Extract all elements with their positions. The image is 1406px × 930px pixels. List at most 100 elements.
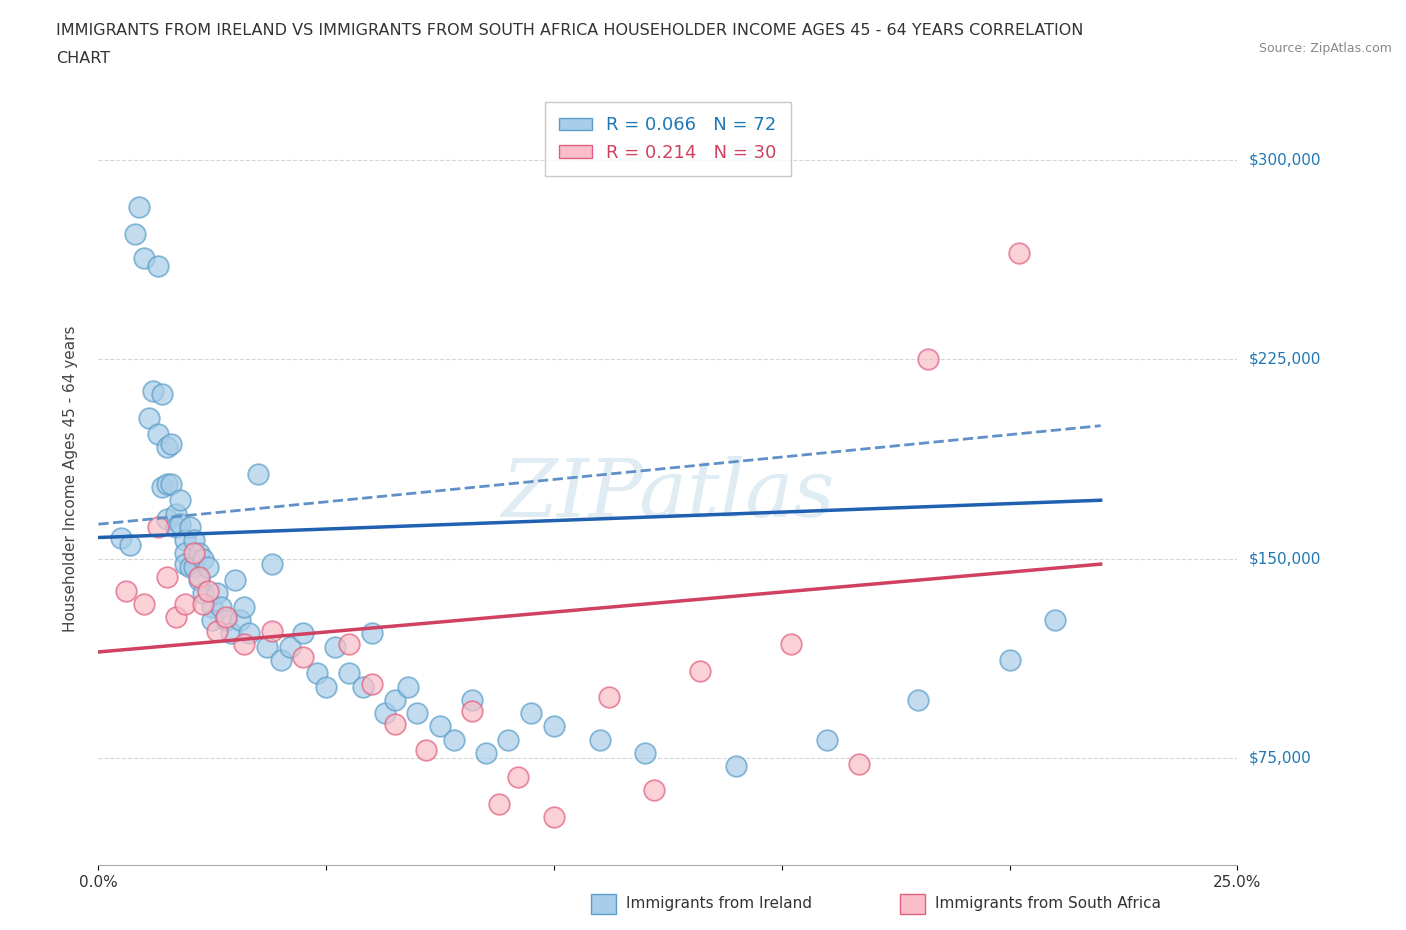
Point [315,679,337,694]
Point [488,796,510,811]
Point [543,719,565,734]
Point [156,477,179,492]
Point [138,410,160,425]
Point [156,570,179,585]
Point [292,650,315,665]
Point [146,426,169,441]
Text: $150,000: $150,000 [1249,551,1320,566]
Point [588,732,610,747]
Point [165,506,187,521]
Text: $300,000: $300,000 [1249,152,1320,167]
Point [128,200,150,215]
Point [165,610,187,625]
Point [352,679,374,694]
Point [193,551,215,566]
Point [520,706,543,721]
Point [429,719,451,734]
Point [193,597,215,612]
Point [120,538,142,553]
Point [193,586,215,601]
Text: ZIPatlas: ZIPatlas [501,456,835,533]
Point [543,809,565,824]
Point [598,690,620,705]
Text: $75,000: $75,000 [1249,751,1312,766]
Point [197,583,219,598]
Point [183,533,205,548]
Point [917,352,939,366]
Point [110,530,132,545]
Point [219,626,242,641]
Text: CHART: CHART [56,51,110,66]
Point [228,613,250,628]
Point [169,493,191,508]
Point [205,586,228,601]
Point [643,783,665,798]
Point [307,666,329,681]
Point [187,546,209,561]
Point [156,512,179,526]
Point [260,623,283,638]
Point [337,666,360,681]
Point [197,559,219,574]
Point [1007,246,1029,260]
Point [156,440,179,455]
Point [124,227,146,242]
Point [384,716,406,731]
Point [238,626,260,641]
Point [815,732,838,747]
Text: Source: ZipAtlas.com: Source: ZipAtlas.com [1258,42,1392,55]
Point [406,706,429,721]
Point [374,706,396,721]
Point [270,653,292,668]
Text: Immigrants from Ireland: Immigrants from Ireland [626,897,811,911]
Point [146,520,169,535]
Point [174,557,197,572]
Point [907,693,929,708]
Point [848,756,870,771]
Point [246,466,269,481]
Point [360,626,382,641]
Point [215,610,238,625]
Point [174,597,197,612]
Point [461,703,484,718]
Point [360,676,382,691]
Point [179,559,201,574]
Text: $225,000: $225,000 [1249,352,1320,366]
Point [461,693,484,708]
Point [174,533,197,548]
Point [1043,613,1066,628]
Point [396,679,419,694]
Point [256,639,278,654]
Point [205,623,228,638]
Point [998,653,1021,668]
Point [233,599,256,614]
Point [506,770,529,785]
Point [725,759,748,774]
Legend: R = 0.066   N = 72, R = 0.214   N = 30: R = 0.066 N = 72, R = 0.214 N = 30 [544,102,792,176]
Point [323,639,346,654]
Point [779,636,801,651]
Point [187,573,209,588]
Point [689,663,711,678]
Point [278,639,301,654]
Point [114,583,136,598]
Point [209,599,232,614]
Point [142,384,165,399]
Point [132,250,155,265]
Point [179,520,201,535]
Point [474,746,496,761]
Point [215,613,238,628]
Point [292,626,315,641]
Point [183,559,205,574]
Point [384,693,406,708]
Point [634,746,657,761]
Point [146,259,169,273]
Point [174,546,197,561]
Point [201,599,224,614]
Point [443,732,465,747]
Point [224,573,246,588]
Point [169,517,191,532]
Point [160,477,183,492]
Point [498,732,520,747]
Point [165,520,187,535]
